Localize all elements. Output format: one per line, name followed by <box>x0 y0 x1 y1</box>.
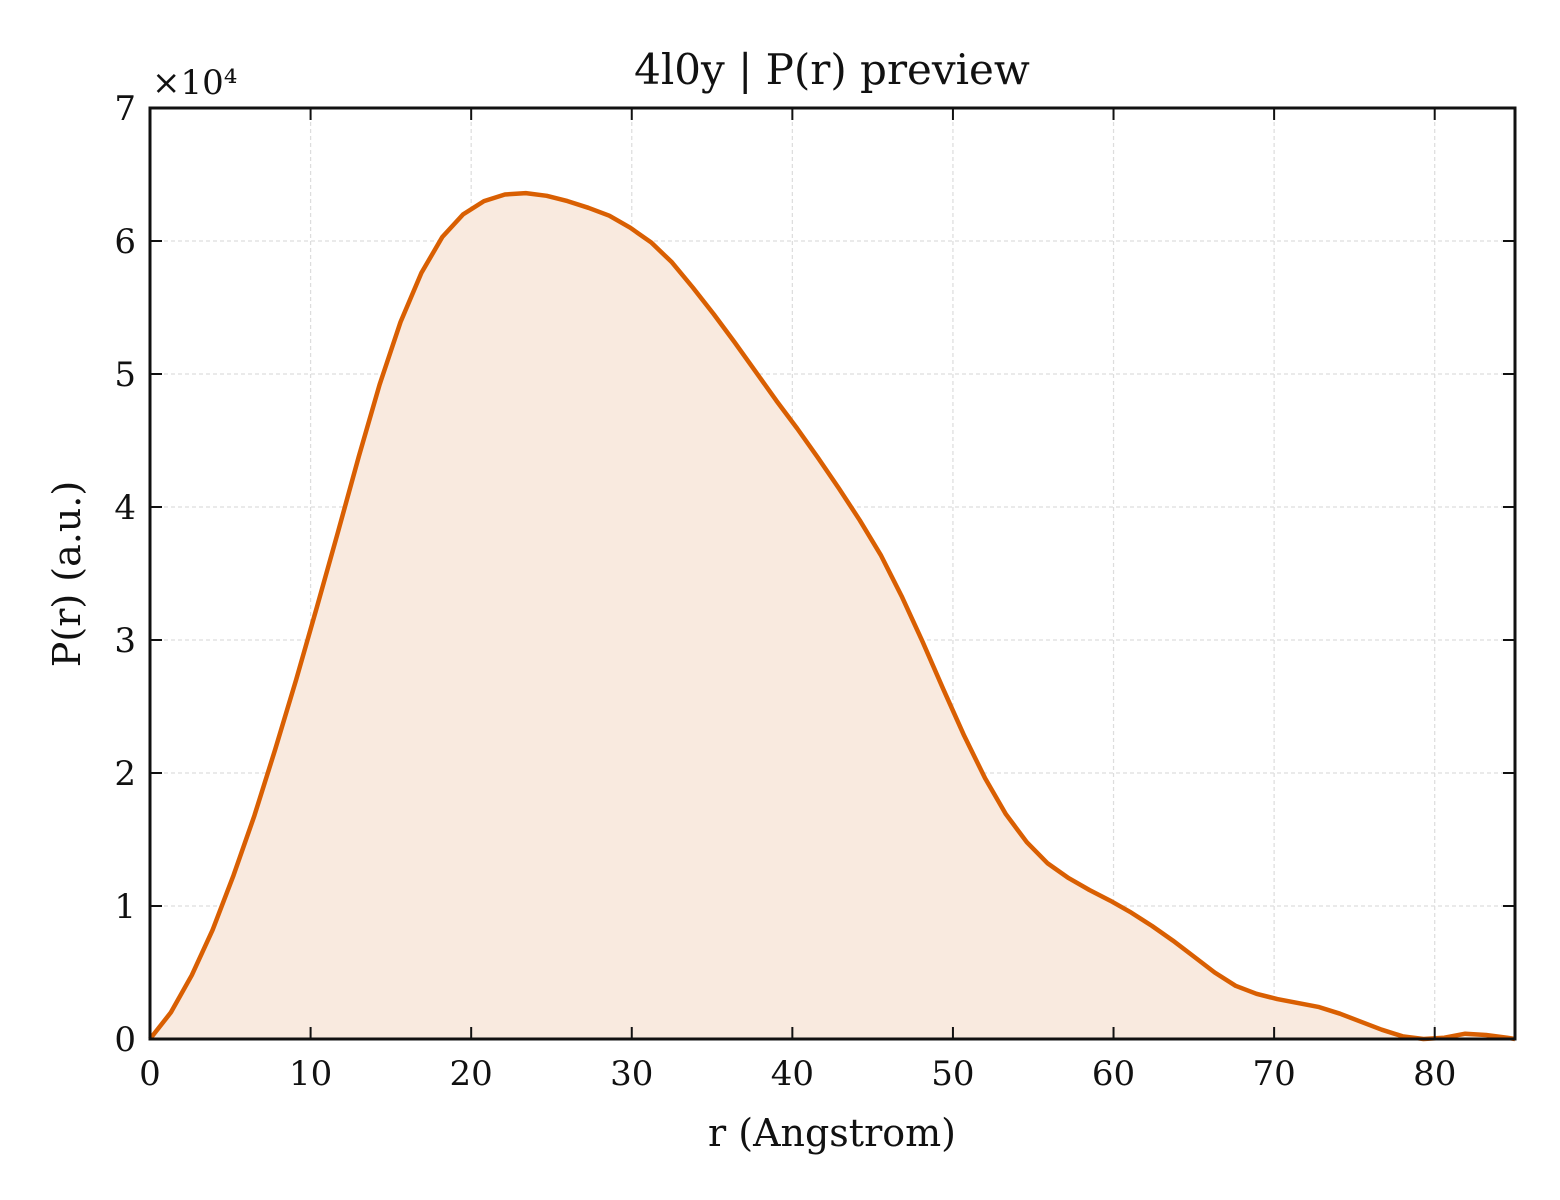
y-tick-label: 5 <box>114 355 136 395</box>
y-tick-label: 7 <box>114 89 136 129</box>
y-multiplier-label: ×10⁴ <box>152 63 237 103</box>
x-tick-label: 80 <box>1413 1054 1456 1094</box>
y-tick-label: 3 <box>114 621 136 661</box>
x-tick-label: 10 <box>289 1054 332 1094</box>
x-tick-label: 50 <box>931 1054 974 1094</box>
y-tick-label: 0 <box>114 1020 136 1060</box>
x-axis-ticks: 0 10 20 30 40 50 60 70 80 <box>139 108 1456 1094</box>
y-tick-label: 1 <box>114 887 136 927</box>
x-axis-title: r (Angstrom) <box>708 1111 956 1155</box>
pr-area-fill <box>150 193 1515 1040</box>
y-tick-label: 4 <box>114 488 136 528</box>
pr-curve-line <box>148 190 1516 1042</box>
y-tick-label: 6 <box>114 222 136 262</box>
y-axis-ticks: 0 1 2 3 4 5 6 7 <box>114 89 1515 1060</box>
chart-title: 4l0y | P(r) preview <box>634 45 1030 94</box>
x-tick-label: 70 <box>1252 1054 1295 1094</box>
y-axis-title: P(r) (a.u.) <box>45 481 89 667</box>
x-tick-label: 40 <box>771 1054 814 1094</box>
x-tick-label: 20 <box>450 1054 493 1094</box>
x-tick-label: 0 <box>139 1054 161 1094</box>
x-tick-label: 60 <box>1092 1054 1135 1094</box>
y-tick-label: 2 <box>114 754 136 794</box>
plot-frame <box>148 106 1517 1041</box>
x-tick-label: 30 <box>610 1054 653 1094</box>
